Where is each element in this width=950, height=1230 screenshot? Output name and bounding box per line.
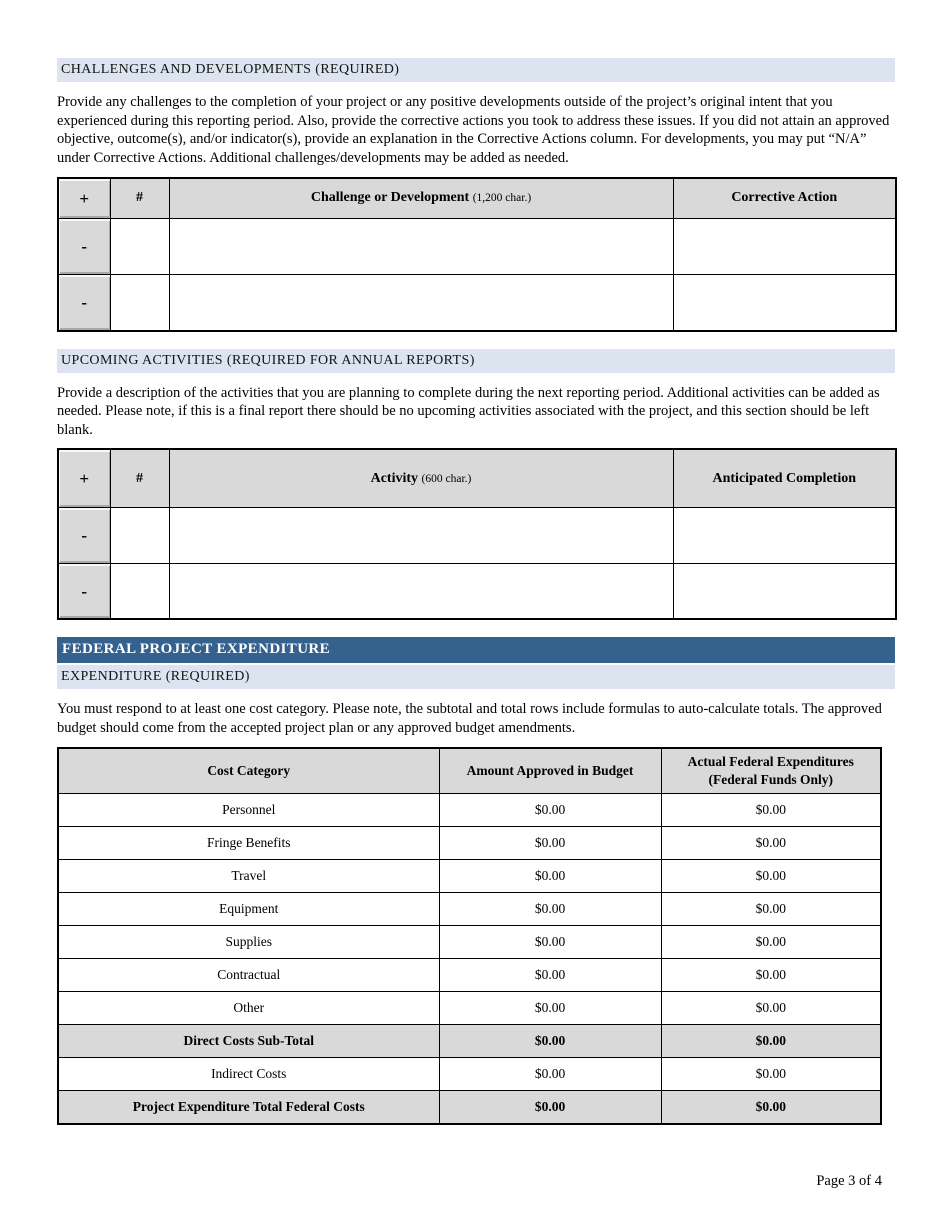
expenditure-row-travel: Travel $0.00 $0.00 xyxy=(57,859,882,894)
cost-category-label: Other xyxy=(57,991,440,1026)
activity-number-cell xyxy=(109,506,170,564)
expenditure-row-total-federal-costs: Project Expenditure Total Federal Costs … xyxy=(57,1090,882,1125)
page-number: Page 3 of 4 xyxy=(816,1172,882,1189)
amount-approved-subtotal: $0.00 xyxy=(438,1024,662,1059)
amount-approved-field[interactable]: $0.00 xyxy=(438,1057,662,1092)
federal-project-expenditure-banner: FEDERAL PROJECT EXPENDITURE xyxy=(57,637,895,664)
amount-approved-field[interactable]: $0.00 xyxy=(438,925,662,960)
expenditure-row-supplies: Supplies $0.00 $0.00 xyxy=(57,925,882,960)
challenge-input-cell[interactable] xyxy=(168,218,674,275)
actual-expenditures-column-header: Actual Federal Expenditures (Federal Fun… xyxy=(660,747,882,795)
cost-category-label: Equipment xyxy=(57,892,440,927)
challenge-number-cell xyxy=(109,274,170,331)
amount-approved-field[interactable]: $0.00 xyxy=(438,859,662,894)
amount-approved-field[interactable]: $0.00 xyxy=(438,826,662,861)
anticipated-completion-input-cell[interactable] xyxy=(672,562,897,620)
challenges-main-column-header: Challenge or Development (1,200 char.) xyxy=(168,177,674,219)
remove-challenge-button[interactable]: - xyxy=(57,218,111,275)
actual-expenditure-subtotal: $0.00 xyxy=(660,1024,882,1059)
expenditure-row-other: Other $0.00 $0.00 xyxy=(57,991,882,1026)
challenges-section: CHALLENGES AND DEVELOPMENTS (REQUIRED) P… xyxy=(57,58,897,332)
challenge-input-cell[interactable] xyxy=(168,274,674,331)
activity-input-cell[interactable] xyxy=(168,562,674,620)
cost-category-column-header: Cost Category xyxy=(57,747,440,795)
challenges-table: + # Challenge or Development (1,200 char… xyxy=(57,176,897,332)
upcoming-activities-heading: UPCOMING ACTIVITIES (REQUIRED FOR ANNUAL… xyxy=(57,348,895,373)
expenditure-row-personnel: Personnel $0.00 $0.00 xyxy=(57,793,882,828)
cost-category-label: Supplies xyxy=(57,925,440,960)
challenge-row-1: - xyxy=(57,218,897,275)
amount-approved-field[interactable]: $0.00 xyxy=(438,958,662,993)
challenge-char-limit: (1,200 char.) xyxy=(472,192,532,205)
expenditure-row-indirect-costs: Indirect Costs $0.00 $0.00 xyxy=(57,1057,882,1092)
challenge-header-label: Challenge or Development xyxy=(310,190,470,206)
activity-row-2: - xyxy=(57,562,897,620)
corrective-action-input-cell[interactable] xyxy=(672,218,897,275)
expenditure-row-equipment: Equipment $0.00 $0.00 xyxy=(57,892,882,927)
remove-challenge-button[interactable]: - xyxy=(57,274,111,331)
challenge-row-2: - xyxy=(57,274,897,331)
amount-approved-column-header: Amount Approved in Budget xyxy=(438,747,662,795)
actual-expenditure-field[interactable]: $0.00 xyxy=(660,925,882,960)
activity-char-limit: (600 char.) xyxy=(421,472,472,485)
amount-approved-field[interactable]: $0.00 xyxy=(438,892,662,927)
remove-activity-button[interactable]: - xyxy=(57,506,111,564)
cost-category-label: Project Expenditure Total Federal Costs xyxy=(57,1090,440,1125)
corrective-action-column-header: Corrective Action xyxy=(672,177,897,219)
amount-approved-field[interactable]: $0.00 xyxy=(438,991,662,1026)
cost-category-label: Direct Costs Sub-Total xyxy=(57,1024,440,1059)
actual-expenditure-field[interactable]: $0.00 xyxy=(660,892,882,927)
add-challenge-button[interactable]: + xyxy=(57,177,111,219)
amount-approved-field[interactable]: $0.00 xyxy=(438,793,662,828)
amount-approved-total: $0.00 xyxy=(438,1090,662,1125)
actual-expenditure-field[interactable]: $0.00 xyxy=(660,958,882,993)
actual-expenditure-field[interactable]: $0.00 xyxy=(660,793,882,828)
actual-expenditure-field[interactable]: $0.00 xyxy=(660,859,882,894)
challenges-heading: CHALLENGES AND DEVELOPMENTS (REQUIRED) xyxy=(57,58,895,82)
expenditure-table-header-row: Cost Category Amount Approved in Budget … xyxy=(57,747,882,795)
federal-project-expenditure-section: FEDERAL PROJECT EXPENDITURE EXPENDITURE … xyxy=(57,637,895,1125)
activity-row-1: - xyxy=(57,506,897,564)
cost-category-label: Travel xyxy=(57,859,440,894)
activity-column-header: Activity (600 char.) xyxy=(168,448,674,508)
activity-input-cell[interactable] xyxy=(168,506,674,564)
expenditure-table: Cost Category Amount Approved in Budget … xyxy=(57,746,882,1125)
expenditure-row-fringe-benefits: Fringe Benefits $0.00 $0.00 xyxy=(57,826,882,861)
expenditure-row-contractual: Contractual $0.00 $0.00 xyxy=(57,958,882,993)
cost-category-label: Personnel xyxy=(57,793,440,828)
anticipated-completion-column-header: Anticipated Completion xyxy=(672,448,897,508)
actual-expenditure-field[interactable]: $0.00 xyxy=(660,826,882,861)
remove-activity-button[interactable]: - xyxy=(57,562,111,620)
actual-expenditure-total: $0.00 xyxy=(660,1090,882,1125)
activity-number-cell xyxy=(109,562,170,620)
challenges-number-column-header: # xyxy=(109,177,170,219)
expenditure-row-direct-costs-subtotal: Direct Costs Sub-Total $0.00 $0.00 xyxy=(57,1024,882,1059)
activity-header-label: Activity xyxy=(370,470,419,486)
activities-table-header-row: + # Activity (600 char.) Anticipated Com… xyxy=(57,448,897,508)
upcoming-activities-section: UPCOMING ACTIVITIES (REQUIRED FOR ANNUAL… xyxy=(57,348,897,621)
challenges-description: Provide any challenges to the completion… xyxy=(57,94,890,166)
upcoming-activities-description: Provide a description of the activities … xyxy=(57,384,880,438)
actual-expenditure-field[interactable]: $0.00 xyxy=(660,991,882,1026)
cost-category-label: Contractual xyxy=(57,958,440,993)
anticipated-completion-input-cell[interactable] xyxy=(672,506,897,564)
add-activity-button[interactable]: + xyxy=(57,448,111,508)
upcoming-activities-table: + # Activity (600 char.) Anticipated Com… xyxy=(57,448,897,621)
expenditure-heading: EXPENDITURE (REQUIRED) xyxy=(57,665,895,690)
corrective-action-input-cell[interactable] xyxy=(672,274,897,331)
challenges-table-header-row: + # Challenge or Development (1,200 char… xyxy=(57,177,897,219)
actual-expenditure-field[interactable]: $0.00 xyxy=(660,1057,882,1092)
expenditure-description: You must respond to at least one cost ca… xyxy=(57,701,882,736)
cost-category-label: Indirect Costs xyxy=(57,1057,440,1092)
cost-category-label: Fringe Benefits xyxy=(57,826,440,861)
challenge-number-cell xyxy=(109,218,170,275)
activities-number-column-header: # xyxy=(109,448,170,508)
